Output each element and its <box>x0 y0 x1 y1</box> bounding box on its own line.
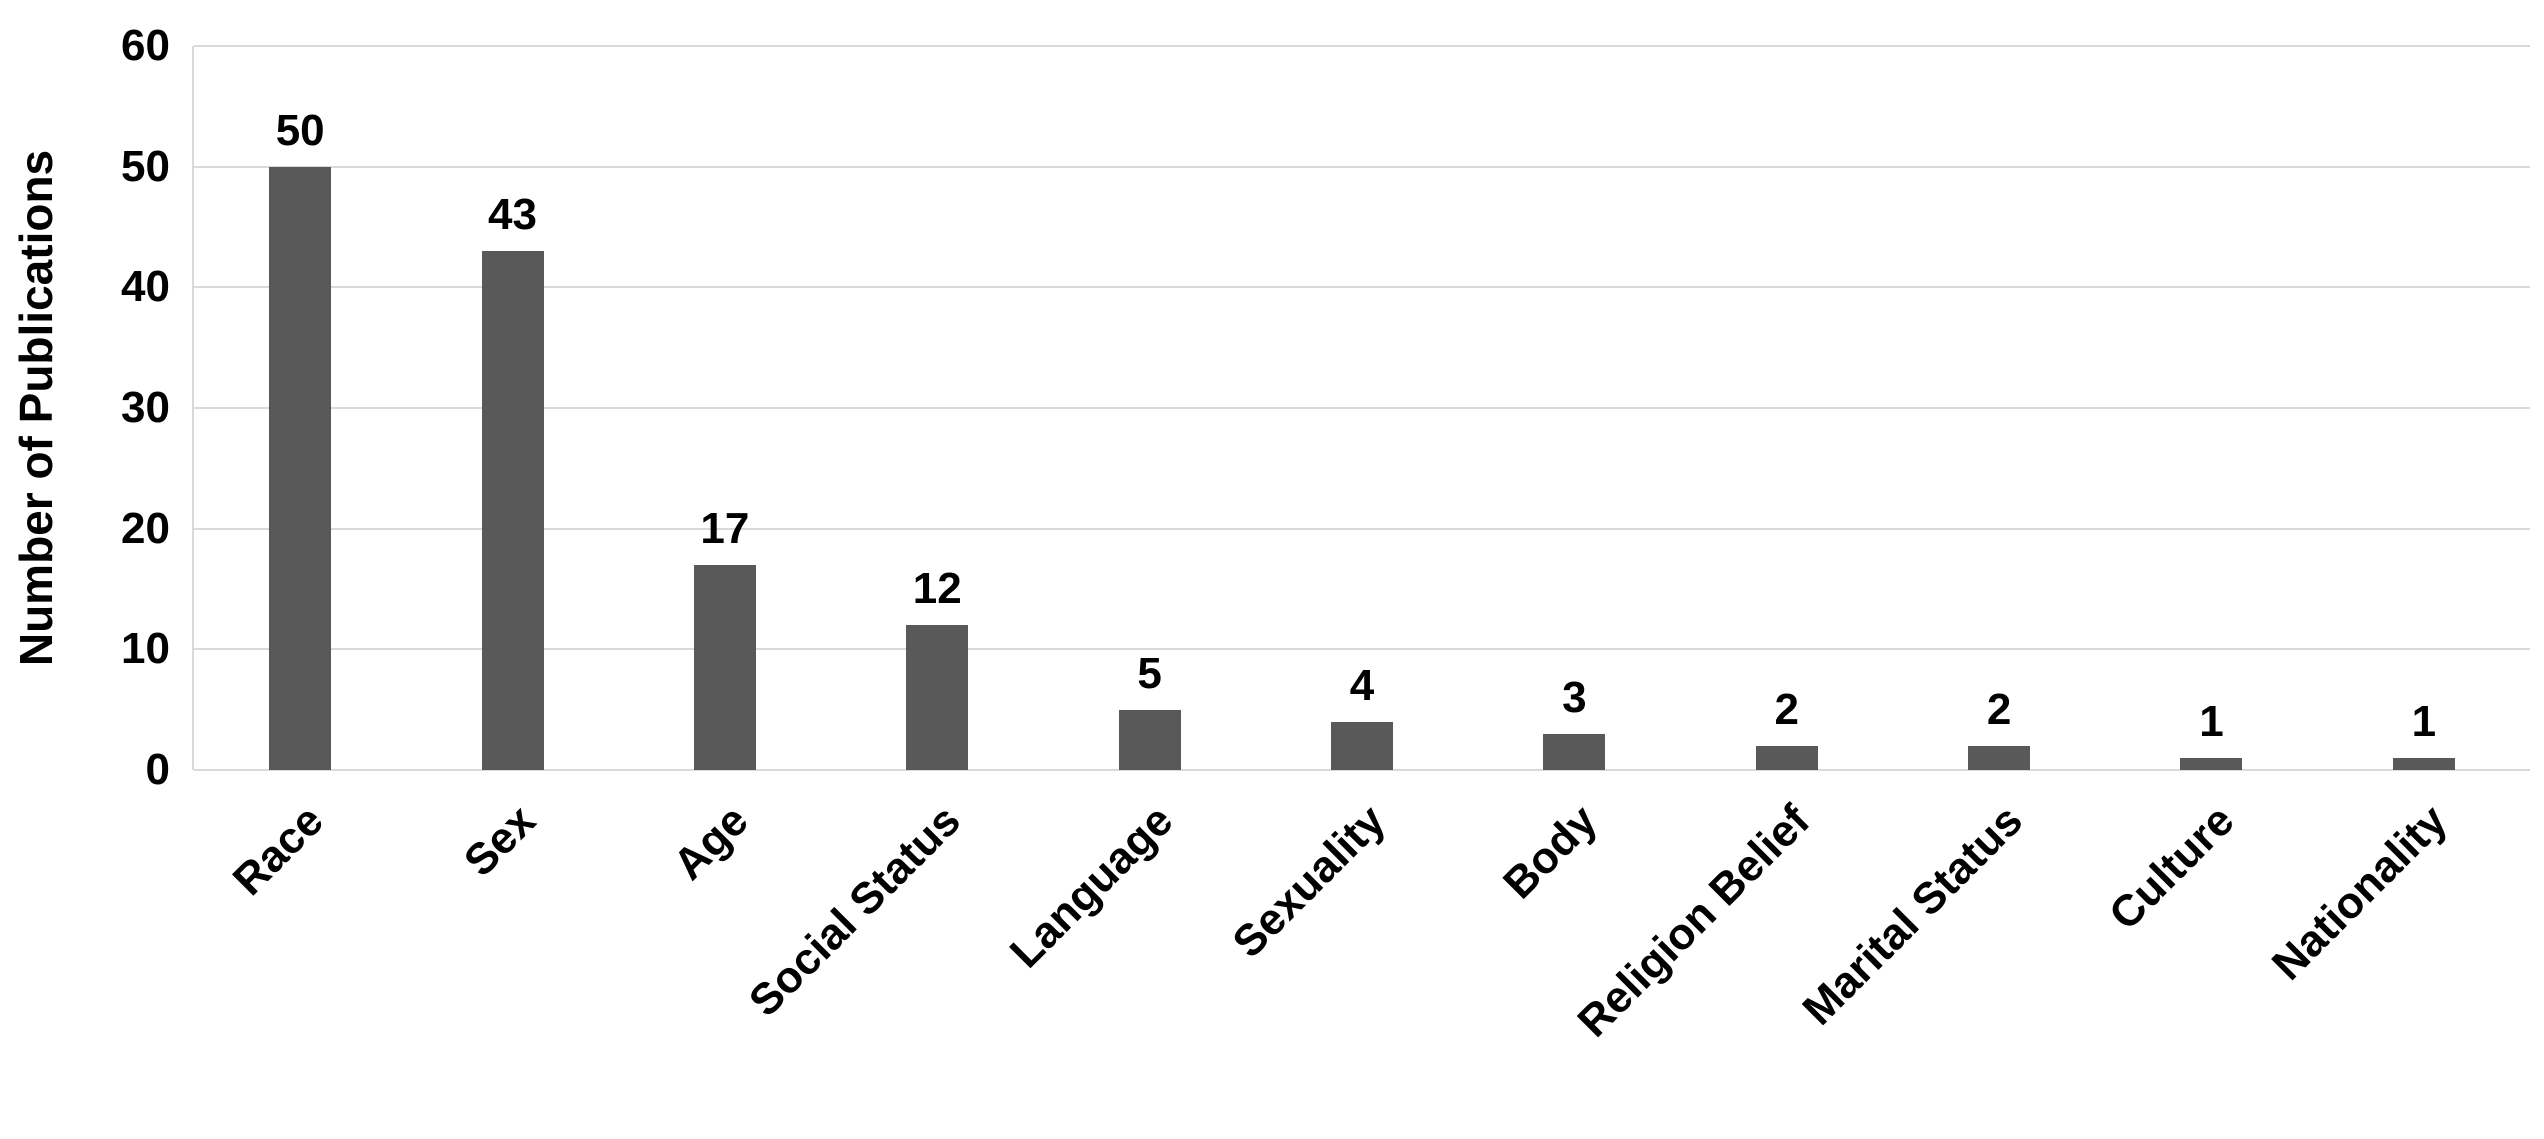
x-axis-label: Sex <box>455 795 546 886</box>
bar-race <box>269 166 332 770</box>
bar-value-label: 2 <box>1986 684 2012 734</box>
bar-social-status <box>906 625 969 770</box>
gridline <box>194 769 2530 771</box>
bar-nationality <box>2392 757 2455 770</box>
bar-religion-belief <box>1755 745 1818 770</box>
gridline <box>194 407 2530 409</box>
bar-value-label: 50 <box>275 105 325 155</box>
y-tick-label: 20 <box>121 503 170 553</box>
bar-value-label: 4 <box>1349 660 1375 710</box>
y-tick-label: 50 <box>121 141 170 191</box>
gridline <box>194 45 2530 47</box>
gridline <box>194 165 2530 168</box>
x-axis-label: Language <box>1000 795 1183 978</box>
plot-area: 0 10 20 30 40 50 60 50 Race 43 Sex 17 Age 12 Social St… <box>121 24 2530 1047</box>
bar-sex <box>481 251 544 770</box>
x-axis-label: Race <box>223 795 333 905</box>
bar-culture <box>2180 757 2243 770</box>
x-axis-label: Age <box>664 795 758 890</box>
y-tick-label: 0 <box>145 745 170 794</box>
bar-value-label: 1 <box>2199 696 2224 746</box>
gridline <box>194 648 2530 651</box>
bar-value-label: 43 <box>488 190 538 240</box>
gridline <box>194 527 2530 530</box>
bar-marital-status <box>1968 745 2031 770</box>
bar-value-label: 12 <box>912 564 962 614</box>
x-axis-label: Sexuality <box>1223 795 1395 968</box>
x-axis-label: Body <box>1494 795 1607 909</box>
y-tick-label: 60 <box>121 21 170 70</box>
gridline <box>194 286 2530 289</box>
y-axis-title: Number of Publications <box>10 149 62 667</box>
y-tick-label: 40 <box>121 262 170 312</box>
bar-value-label: 2 <box>1774 684 1799 734</box>
bar-value-label: 3 <box>1562 672 1587 722</box>
bar-value-label: 5 <box>1137 648 1162 698</box>
bar-age <box>693 564 756 770</box>
x-axis-label: Social Status <box>739 795 970 1026</box>
x-axis-label: Religion Belief <box>1568 795 1820 1047</box>
y-tick-label: 30 <box>121 383 170 432</box>
y-tick-label: 10 <box>121 624 170 674</box>
bar-value-label: 1 <box>2411 696 2437 746</box>
x-axis-label: Nationality <box>2262 795 2457 990</box>
bar-sexuality <box>1331 721 1393 770</box>
bar-language <box>1118 709 1181 770</box>
x-axis-label: Culture <box>2100 795 2244 940</box>
x-axis-label: Marital Status <box>1792 795 2032 1035</box>
bar-value-label: 17 <box>700 503 750 553</box>
bar-body <box>1543 733 1606 770</box>
